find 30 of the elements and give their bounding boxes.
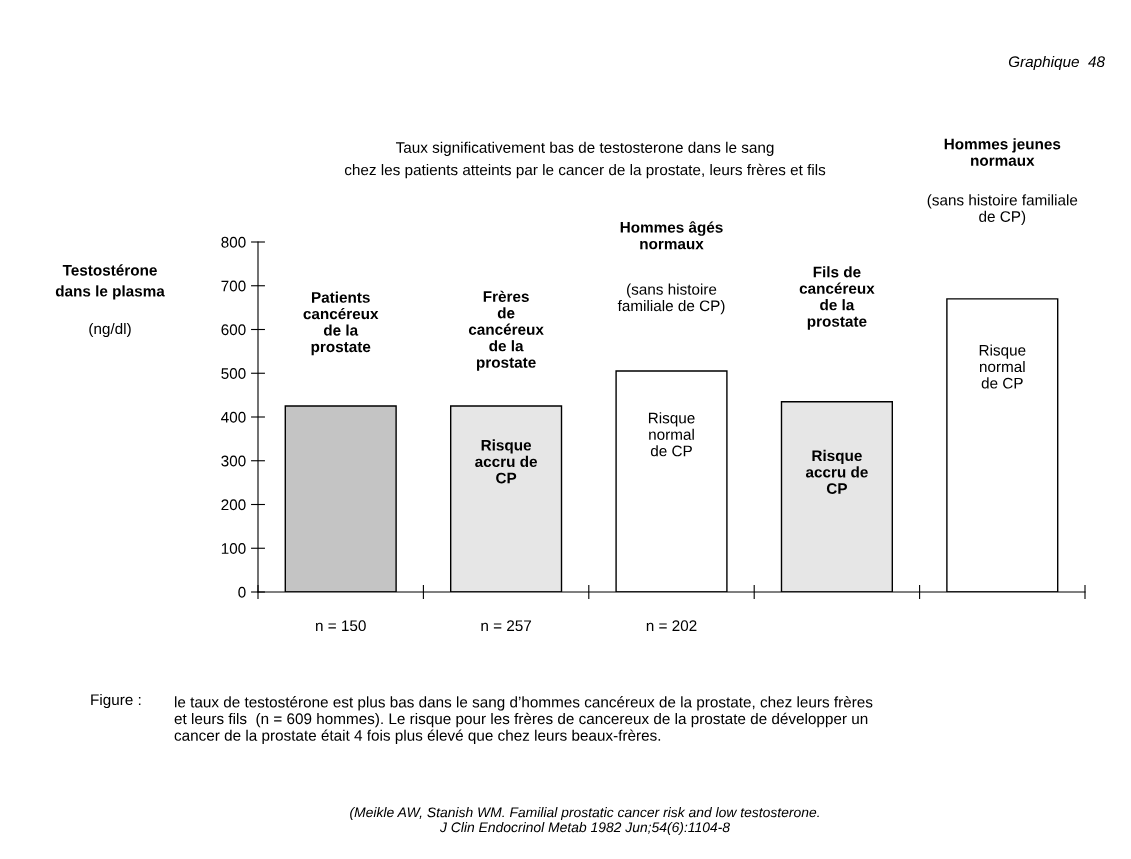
- x-tick-label: n = 150: [316, 620, 366, 632]
- x-tick-label: n = 257: [481, 620, 532, 632]
- y-tick-label: 500: [221, 368, 246, 379]
- text: le taux de testostérone est plus bas dans le sang d’hommes cancéreux de la prostate, chez leurs frères et leurs fils (n = 609 hommes). Le risque pour les frères de cancereux de la prostate de développer un cancer de la prostate était 4 fois plus élevé que chez leurs beaux-frères.: [174, 696, 873, 744]
- y-tick-label: 800: [221, 236, 246, 248]
- y-tick-label: 100: [221, 543, 246, 554]
- y-tick-label: 300: [221, 455, 246, 467]
- y-tick-label: 700: [221, 280, 246, 292]
- y-tick-label: 0: [238, 586, 246, 598]
- y-axis-title: Testostérone dans le plasma: [55, 264, 165, 300]
- annotation: Fils de cancéreux de la prostate: [799, 266, 875, 330]
- text: Figure :: [91, 693, 141, 709]
- text: (ng/dl): [89, 322, 131, 338]
- annotation: Risque accru de CP: [805, 449, 868, 494]
- annotation: Risque normal de CP: [648, 412, 695, 457]
- annotation: (sans histoire familiale de CP): [617, 283, 725, 315]
- chart-title: Taux significativement bas de testosterone dans le sang chez les patients atteints par le cancer de la prostate, leurs frères et fils: [344, 141, 826, 179]
- y-tick-label: 400: [221, 411, 246, 423]
- text: Graphique 48: [1008, 55, 1105, 71]
- annotation: Risque accru de CP: [475, 439, 537, 484]
- text: (sans histoire familiale de CP): [927, 194, 1078, 225]
- y-tick-label: 600: [221, 324, 246, 336]
- y-tick-label: 200: [221, 499, 246, 511]
- text: (Meikle AW, Stanish WM. Familial prostatic cancer risk and low testosterone. J Clin Endocrinol Metab 1982 Jun;54(6):1104-8: [350, 807, 819, 835]
- annotation: Hommes âgés normaux: [620, 221, 723, 250]
- annotation: Frères de cancéreux de la prostate: [468, 290, 544, 371]
- x-tick-label: n = 202: [646, 620, 697, 632]
- annotation: Patients cancéreux de la prostate: [303, 291, 379, 356]
- annotation: Risque normal de CP: [979, 344, 1026, 389]
- text: Hommes jeunes normaux: [944, 138, 1061, 166]
